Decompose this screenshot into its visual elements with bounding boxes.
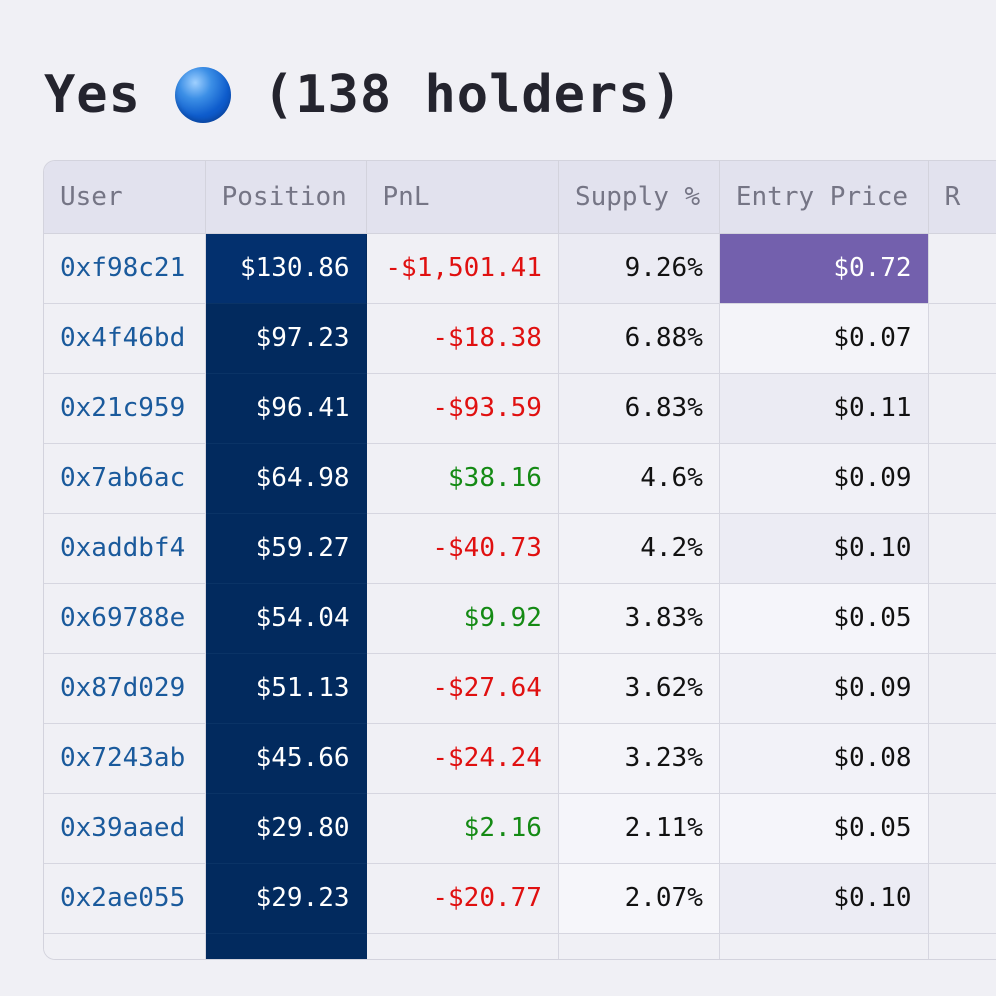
page-title: Yes (138 holders) [44,62,683,128]
user-address-link[interactable]: 0x7243ab [44,723,206,794]
entry-price-cell: $0.07 [719,303,929,374]
column-header-user[interactable]: User [44,161,206,234]
entry-price-cell: $0.10 [719,863,929,934]
table-row[interactable]: 0x7243ab $45.66 -$24.24 3.23% $0.08 [44,723,996,794]
outcome-label: Yes [44,65,141,125]
supply-cell: 4.6% [558,443,720,514]
user-address-link[interactable]: 0x39aaed [44,793,206,864]
truncated-cell [928,653,996,724]
position-cell: $130.86 [205,233,367,304]
partial-cell [719,933,929,959]
entry-price-cell: $0.09 [719,653,929,724]
entry-price-cell: $0.08 [719,723,929,794]
user-address-link[interactable]: 0xf98c21 [44,233,206,304]
position-cell: $51.13 [205,653,367,724]
column-header-truncated[interactable]: R [928,161,996,234]
table-row[interactable]: 0x39aaed $29.80 $2.16 2.11% $0.05 [44,793,996,864]
position-cell: $29.80 [205,793,367,864]
column-header-entry-price[interactable]: Entry Price [719,161,929,234]
user-address-link[interactable]: 0x4f46bd [44,303,206,374]
partial-cell [44,933,206,959]
holders-count: (138 holders) [262,65,683,125]
partial-cell [558,933,720,959]
table-row[interactable]: 0x69788e $54.04 $9.92 3.83% $0.05 [44,583,996,654]
pnl-cell: -$20.77 [366,863,559,934]
table-row[interactable]: 0x87d029 $51.13 -$27.64 3.62% $0.09 [44,653,996,724]
supply-cell: 9.26% [558,233,720,304]
position-cell: $59.27 [205,513,367,584]
table-row[interactable]: 0xaddbf4 $59.27 -$40.73 4.2% $0.10 [44,513,996,584]
position-cell: $96.41 [205,373,367,444]
pnl-cell: -$27.64 [366,653,559,724]
blue-circle-icon [174,67,231,123]
user-address-link[interactable]: 0x87d029 [44,653,206,724]
pnl-cell: -$93.59 [366,373,559,444]
pnl-cell: -$18.38 [366,303,559,374]
truncated-cell [928,373,996,444]
table-row[interactable]: 0x2ae055 $29.23 -$20.77 2.07% $0.10 [44,863,996,934]
partial-cell [366,933,559,959]
table-row[interactable]: 0x4f46bd $97.23 -$18.38 6.88% $0.07 [44,303,996,374]
truncated-cell [928,303,996,374]
entry-price-cell: $0.72 [719,233,929,304]
truncated-cell [928,233,996,304]
user-address-link[interactable]: 0x2ae055 [44,863,206,934]
entry-price-cell: $0.05 [719,793,929,864]
truncated-cell [928,723,996,794]
entry-price-cell: $0.09 [719,443,929,514]
user-address-link[interactable]: 0xaddbf4 [44,513,206,584]
truncated-cell [928,863,996,934]
table-header-row: User Position PnL Supply % Entry Price R [44,161,996,234]
supply-cell: 3.62% [558,653,720,724]
supply-cell: 4.2% [558,513,720,584]
position-cell: $97.23 [205,303,367,374]
table-row[interactable]: 0xf98c21 $130.86 -$1,501.41 9.26% $0.72 [44,233,996,304]
supply-cell: 3.83% [558,583,720,654]
user-address-link[interactable]: 0x69788e [44,583,206,654]
truncated-cell [928,793,996,864]
table-row[interactable]: 0x21c959 $96.41 -$93.59 6.83% $0.11 [44,373,996,444]
holders-table: User Position PnL Supply % Entry Price R… [44,161,996,959]
entry-price-cell: $0.05 [719,583,929,654]
position-cell: $29.23 [205,863,367,934]
truncated-cell [928,513,996,584]
pnl-cell: -$1,501.41 [366,233,559,304]
supply-cell: 6.83% [558,373,720,444]
pnl-cell: $9.92 [366,583,559,654]
table-row[interactable]: 0x7ab6ac $64.98 $38.16 4.6% $0.09 [44,443,996,514]
pnl-cell: $38.16 [366,443,559,514]
position-cell: $45.66 [205,723,367,794]
column-header-pnl[interactable]: PnL [366,161,559,234]
partial-cell [205,933,367,959]
column-header-supply[interactable]: Supply % [558,161,720,234]
table-row-partial[interactable] [44,933,996,959]
position-cell: $64.98 [205,443,367,514]
truncated-cell [928,583,996,654]
truncated-cell [928,443,996,514]
partial-cell [928,933,996,959]
pnl-cell: -$40.73 [366,513,559,584]
user-address-link[interactable]: 0x21c959 [44,373,206,444]
holders-table-container[interactable]: User Position PnL Supply % Entry Price R… [43,160,996,960]
pnl-cell: $2.16 [366,793,559,864]
supply-cell: 2.07% [558,863,720,934]
supply-cell: 6.88% [558,303,720,374]
entry-price-cell: $0.11 [719,373,929,444]
pnl-cell: -$24.24 [366,723,559,794]
supply-cell: 3.23% [558,723,720,794]
entry-price-cell: $0.10 [719,513,929,584]
supply-cell: 2.11% [558,793,720,864]
user-address-link[interactable]: 0x7ab6ac [44,443,206,514]
position-cell: $54.04 [205,583,367,654]
column-header-position[interactable]: Position [205,161,367,234]
